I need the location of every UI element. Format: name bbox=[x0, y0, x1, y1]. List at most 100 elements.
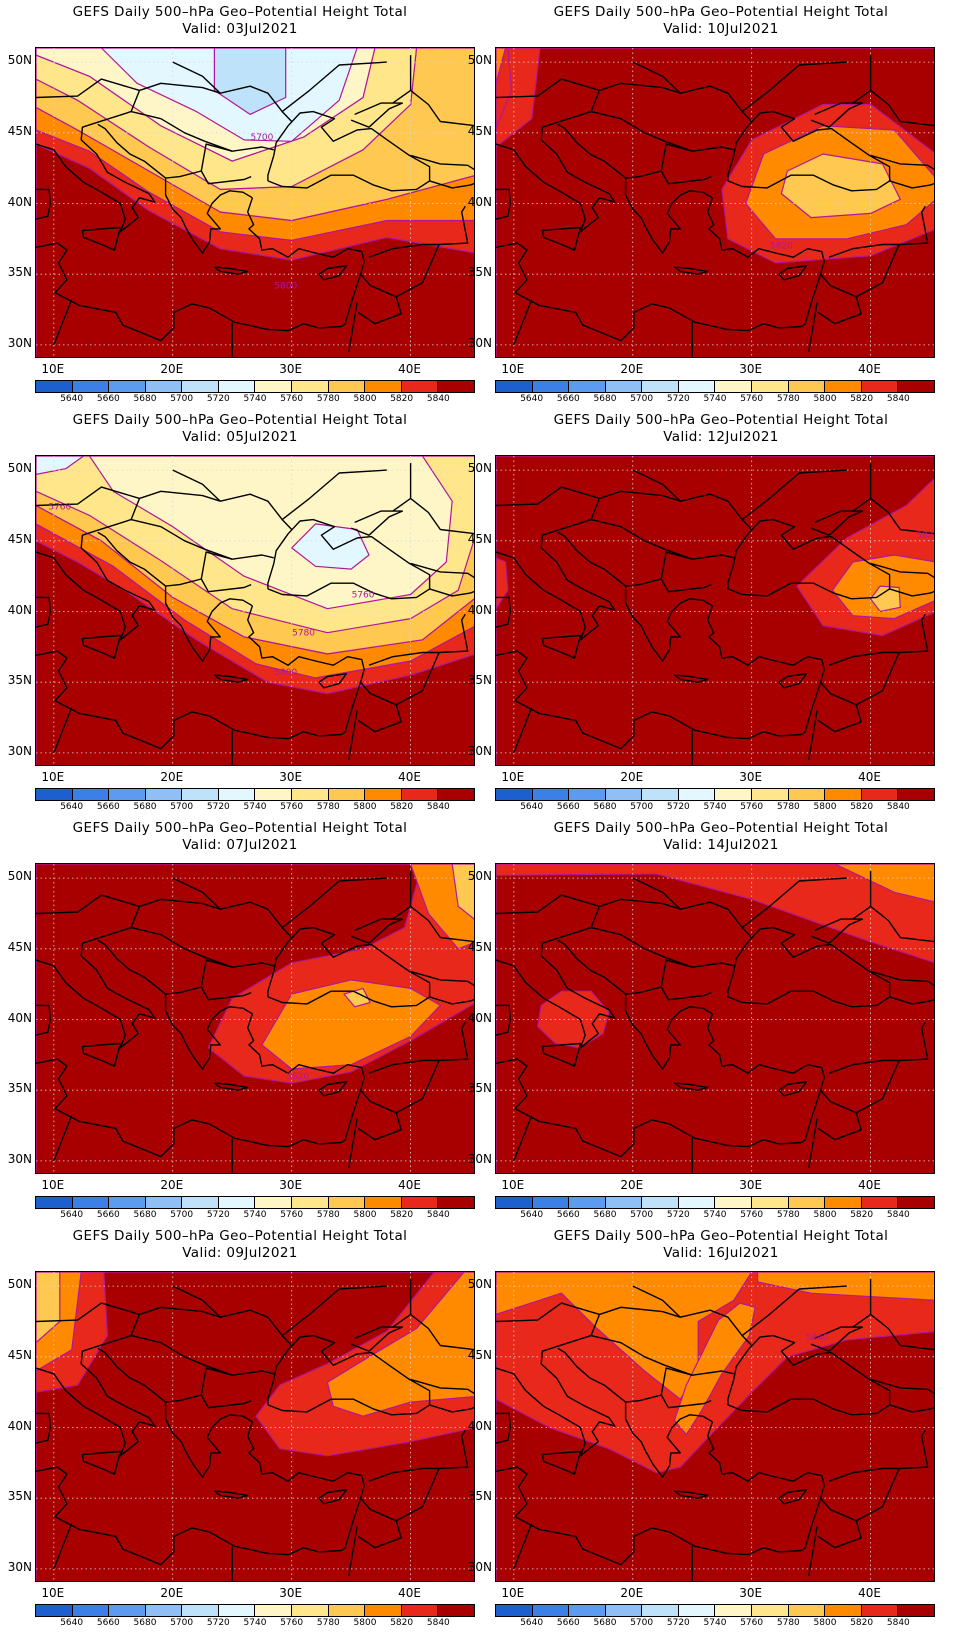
coastline-border bbox=[852, 497, 934, 535]
colorbar-swatch bbox=[678, 789, 716, 800]
colorbar-swatch bbox=[182, 1605, 219, 1616]
colorbar-label: 5720 bbox=[666, 394, 690, 404]
colorbar-label: 5680 bbox=[593, 1210, 617, 1220]
colorbar-label: 5760 bbox=[280, 802, 304, 812]
colorbar-swatch bbox=[642, 1197, 679, 1208]
coastline-border bbox=[870, 1378, 934, 1395]
coastline-border bbox=[727, 110, 891, 192]
latitude-label: 45N bbox=[7, 123, 32, 138]
map-area: 5840 bbox=[495, 1271, 935, 1582]
latitude-label: 50N bbox=[7, 1277, 32, 1292]
longitude-label: 30E bbox=[279, 362, 303, 376]
colorbar-swatch bbox=[72, 381, 110, 392]
colorbar-swatch bbox=[715, 1605, 753, 1616]
map-area: 5700 5800 bbox=[35, 47, 475, 358]
coastline-border bbox=[632, 469, 681, 502]
coastline-border bbox=[130, 1334, 274, 1376]
coastline-border bbox=[727, 1334, 891, 1416]
colorbar-label: 5780 bbox=[776, 1618, 800, 1628]
colorbar-label: 5820 bbox=[390, 394, 414, 404]
colorbar-swatch bbox=[788, 1605, 826, 1616]
coastline-border bbox=[318, 1080, 348, 1097]
colorbar-swatch bbox=[678, 381, 716, 392]
longitude-label: 10E bbox=[501, 1586, 525, 1600]
coastline-border bbox=[318, 672, 348, 689]
longitude-label: 40E bbox=[858, 362, 882, 376]
height-contour-region bbox=[870, 585, 901, 613]
colorbar-label: 5680 bbox=[133, 802, 157, 812]
coastline-border bbox=[348, 710, 358, 761]
coastline-border bbox=[213, 1490, 249, 1499]
colorbar-label: 5740 bbox=[243, 1210, 267, 1220]
colorbar-label: 5840 bbox=[886, 1210, 910, 1220]
coastline-border bbox=[496, 1302, 600, 1323]
colorbar-swatch bbox=[788, 1197, 826, 1208]
colorbar-swatch bbox=[438, 789, 474, 800]
coastline-border bbox=[97, 531, 253, 662]
geopotential-map: 5760 5760 5780 5800 bbox=[36, 456, 474, 765]
map-area: 5820 bbox=[35, 863, 475, 1174]
coastline-border bbox=[706, 605, 825, 736]
colorbar-label: 5720 bbox=[666, 802, 690, 812]
colorbar-label: 5760 bbox=[280, 1618, 304, 1628]
coastline-border bbox=[81, 634, 122, 659]
colorbar-label: 5760 bbox=[740, 802, 764, 812]
colorbar-label: 5700 bbox=[630, 1210, 654, 1220]
coastline-border bbox=[741, 469, 847, 521]
coastline-border bbox=[496, 486, 600, 507]
coastline-border bbox=[741, 877, 847, 929]
coastline-border bbox=[513, 299, 533, 346]
colorbar-swatch bbox=[532, 1605, 570, 1616]
coastline-border bbox=[36, 530, 156, 641]
latitude-label: 45N bbox=[7, 531, 32, 546]
coastline-border bbox=[348, 1526, 358, 1577]
colorbar-label: 5840 bbox=[886, 802, 910, 812]
longitude-label: 20E bbox=[620, 1178, 644, 1192]
coastline-border bbox=[496, 1004, 512, 1036]
coastline-border bbox=[513, 707, 533, 754]
colorbar-swatch bbox=[145, 381, 183, 392]
colorbar-swatch bbox=[182, 789, 219, 800]
coastline-border bbox=[660, 551, 693, 580]
coastline-border bbox=[852, 1313, 934, 1351]
contour-label: 5800 bbox=[274, 668, 297, 678]
coastline-border bbox=[200, 959, 233, 988]
colorbar-label: 5780 bbox=[316, 802, 340, 812]
panel-title: GEFS Daily 500–hPa Geo–Potential Height … bbox=[72, 1228, 408, 1244]
colorbar-label: 5680 bbox=[133, 1210, 157, 1220]
coastline-border bbox=[95, 490, 293, 532]
panel-title: GEFS Daily 500–hPa Geo–Potential Height … bbox=[553, 412, 889, 428]
colorbar-label: 5700 bbox=[170, 1210, 194, 1220]
coastline-border bbox=[165, 578, 252, 593]
height-contour-region bbox=[834, 864, 934, 903]
colorbar-label: 5700 bbox=[170, 394, 194, 404]
contour-label: 5820 bbox=[770, 242, 793, 252]
coastline-border bbox=[817, 1497, 862, 1549]
coastline-border bbox=[213, 1082, 249, 1091]
coastline-border bbox=[36, 1302, 140, 1323]
colorbar-label: 5760 bbox=[280, 394, 304, 404]
colorbar bbox=[495, 1604, 935, 1617]
colorbar-label: 5840 bbox=[426, 802, 450, 812]
coastline-border bbox=[810, 102, 863, 128]
coastline-border bbox=[496, 78, 600, 99]
geopotential-map: 5820 bbox=[36, 864, 474, 1173]
longitude-label: 40E bbox=[858, 1586, 882, 1600]
colorbar bbox=[35, 1196, 475, 1209]
coastline-border bbox=[318, 1488, 348, 1505]
colorbar-swatch bbox=[861, 789, 899, 800]
coastline-border bbox=[870, 154, 934, 171]
valid-date: Valid: 03Jul2021 bbox=[182, 21, 298, 37]
colorbar-swatch bbox=[401, 789, 439, 800]
colorbar-label: 5640 bbox=[60, 802, 84, 812]
latitude-label: 30N bbox=[7, 1151, 32, 1166]
colorbar-label: 5740 bbox=[703, 1210, 727, 1220]
latitude-label: 50N bbox=[467, 53, 492, 68]
coastline-border bbox=[36, 78, 140, 99]
colorbar-label: 5700 bbox=[630, 394, 654, 404]
colorbar-swatch bbox=[72, 1605, 110, 1616]
coastline-border bbox=[727, 926, 891, 1008]
geopotential-map bbox=[496, 864, 934, 1173]
coastline-border bbox=[172, 1285, 221, 1318]
coastline-border bbox=[36, 1004, 52, 1036]
